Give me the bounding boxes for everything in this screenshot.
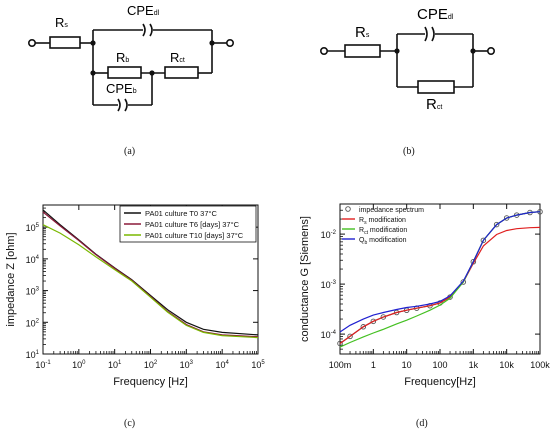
x-tick-label: 105 [251,360,265,370]
caption-c: (c) [124,418,136,429]
caption-b: (b) [403,146,415,157]
label-rct-a: Rct [170,50,185,65]
x-tick-label: 10k [499,360,514,370]
label-rct-b: Rct [426,96,443,113]
x-tick-label: 101 [108,360,122,370]
x-tick-label: 100 [72,360,86,370]
resistor-rct-b [417,80,455,94]
label-rb-a: Rb [116,50,130,65]
data-point [360,324,367,330]
chart-c: 10-1 100 101 102 103 104 105 101 102 103 104 105 Fre… [5,204,265,388]
circuit-a-nodes [90,40,215,76]
legend-entry: Rct modification [359,227,407,236]
legend-entry: Rs modification [359,217,406,226]
label-cpe-dl-a: CPEdl [127,3,160,18]
resistor-rs-b [344,44,381,58]
y-tick-label: 102 [26,318,40,328]
y-tick-label: 103 [26,287,40,297]
caption-a: (a) [124,146,136,157]
series-line-0 [42,209,259,336]
y-tick-label: 10-2 [321,230,337,240]
circuit-a [27,23,235,112]
resistor-rb-a [107,66,142,79]
x-tick-label: 102 [144,360,158,370]
label-rs-a: Rs [55,15,68,30]
circuit-b [319,26,495,94]
data-point [347,333,353,340]
series-line-3 [339,211,541,333]
data-point [480,237,487,244]
x-tick-label: 10-1 [35,360,51,370]
y-tick-label: 10-4 [321,330,337,340]
x-tick-label: 104 [215,360,229,370]
cpe-dl-a [142,23,153,37]
data-point [460,279,467,285]
terminal-right-b [486,46,495,55]
terminal-left-b [319,46,328,55]
x-tick-label: 100k [530,360,550,370]
data-point [380,314,387,320]
y-tick-label: 101 [26,350,40,360]
series-line-1 [339,226,541,344]
legend-entry: PA01 culture T10 [days] 37°C [145,231,244,240]
terminal-left-a [27,38,36,47]
legend-entry: PA01 culture T6 [days] 37°C [145,220,240,229]
x-axis-label: Frequency[Hz] [404,376,476,388]
legend-entry: Qb modification [359,237,407,246]
label-cpe-dl-b: CPEdl [417,6,454,23]
x-tick-label: 100m [329,360,352,370]
x-tick-label: 1k [469,360,479,370]
label-rs-b: Rs [355,24,370,41]
legend-marker [345,206,351,212]
legend-entry: PA01 culture T0 37°C [145,209,218,218]
resistor-rct-a [164,66,199,79]
caption-d: (d) [416,418,428,429]
legend-entry: impedance spectrum [359,207,424,214]
chart-d: 100m 1 10 100 1k 10k 100k 10-4 10-3 10-2 Frequency… [299,203,550,388]
cpe-b-a [117,98,128,112]
x-axis-label: Frequency [Hz] [113,376,188,388]
data-point [503,215,510,221]
y-axis-label: conductance G [Siemens] [299,216,311,342]
x-tick-label: 100 [432,360,447,370]
series-line-2 [42,224,259,339]
y-tick-label: 105 [26,223,40,233]
data-point [337,340,343,347]
circuit-b-nodes [394,48,476,54]
resistor-rs-a [49,36,81,49]
y-tick-label: 10-3 [321,280,337,290]
x-tick-label: 103 [180,360,194,370]
legend-box [119,205,257,243]
data-point [493,221,500,228]
terminal-right-a [226,38,235,47]
data-point [370,318,377,325]
y-tick-label: 104 [26,255,40,265]
x-tick-label: 10 [402,360,412,370]
cpe-dl-b [424,26,435,42]
x-tick-label: 1 [371,360,376,370]
y-axis-label: impedance Z [ohm] [5,232,17,326]
label-cpe-b-a: CPEb [106,81,137,96]
